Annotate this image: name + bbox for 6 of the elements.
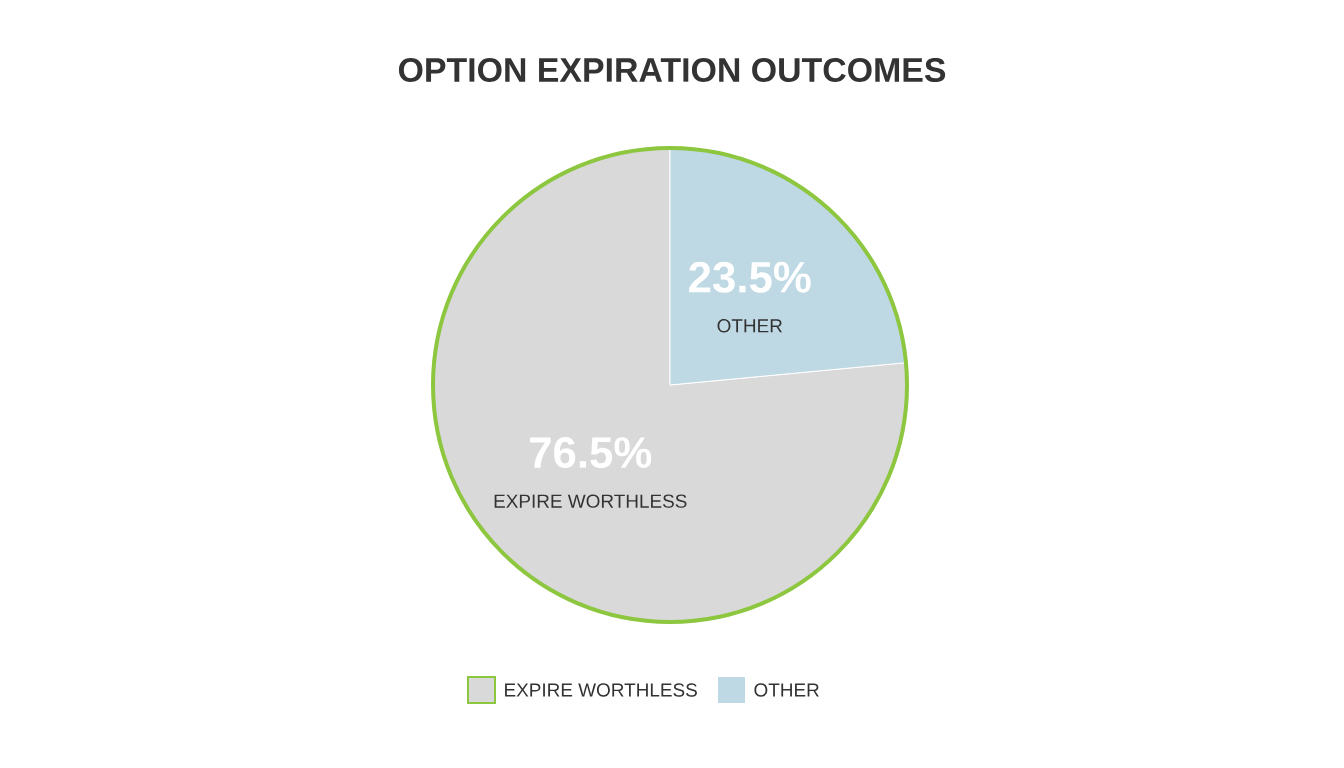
legend-label: OTHER bbox=[754, 683, 819, 697]
data-label: 23.5% bbox=[689, 261, 811, 293]
slice-label: OTHER bbox=[717, 319, 782, 333]
legend-label: EXPIRE WORTHLESS bbox=[505, 683, 697, 697]
slice-label: EXPIRE WORTHLESS bbox=[494, 494, 687, 508]
chart-title: OPTION EXPIRATION OUTCOMES bbox=[398, 57, 946, 82]
